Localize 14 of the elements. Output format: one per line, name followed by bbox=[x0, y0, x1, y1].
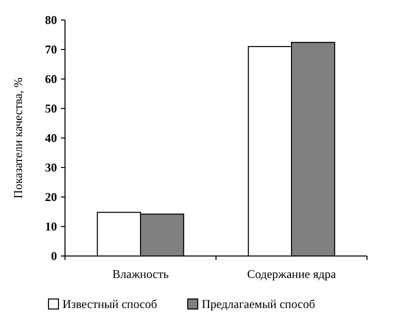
y-tick-label: 20 bbox=[45, 190, 57, 204]
legend-label: Известный способ bbox=[62, 297, 158, 311]
y-tick-label: 0 bbox=[51, 249, 57, 264]
y-tick-label: 50 bbox=[45, 102, 57, 116]
y-tick-label: 40 bbox=[45, 131, 57, 146]
legend-label: Предлагаемый способ bbox=[202, 297, 316, 311]
y-tick-label: 60 bbox=[45, 72, 57, 86]
y-tick-label: 10 bbox=[45, 220, 57, 234]
y-tick-label: 30 bbox=[45, 160, 57, 175]
y-axis-title: Показатели качества, % bbox=[11, 78, 25, 198]
y-tick-label: 80 bbox=[45, 13, 57, 28]
x-tick-label: Влажность bbox=[112, 267, 170, 281]
x-tick-label: Содержание ядра bbox=[247, 267, 337, 281]
y-tick-label: 70 bbox=[45, 42, 57, 57]
